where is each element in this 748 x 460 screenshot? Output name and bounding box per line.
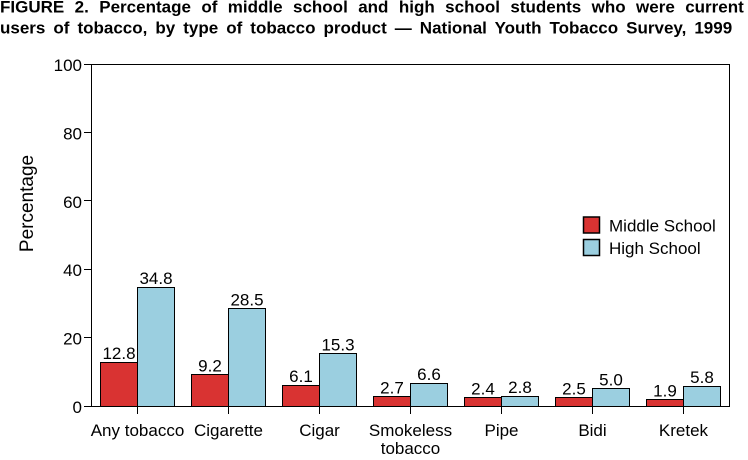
svg-text:20: 20 (63, 330, 82, 349)
svg-text:2.4: 2.4 (471, 380, 495, 399)
svg-text:Smokeless: Smokeless (369, 421, 452, 440)
svg-text:FIGURE 2. Percentage of middle: FIGURE 2. Percentage of middle school an… (0, 0, 744, 17)
svg-text:0: 0 (73, 398, 82, 417)
svg-text:High School: High School (609, 239, 701, 258)
svg-text:users of tobacco, by type of t: users of tobacco, by type of tobacco pro… (0, 19, 732, 38)
svg-text:60: 60 (63, 193, 82, 212)
svg-text:Cigarette: Cigarette (194, 421, 263, 440)
svg-text:Cigar: Cigar (299, 421, 340, 440)
svg-text:40: 40 (63, 261, 82, 280)
svg-text:1.9: 1.9 (653, 381, 677, 400)
svg-text:2.5: 2.5 (562, 379, 586, 398)
svg-text:Any tobacco: Any tobacco (91, 421, 185, 440)
svg-text:15.3: 15.3 (321, 336, 354, 355)
svg-text:80: 80 (63, 124, 82, 143)
svg-text:Bidi: Bidi (578, 421, 606, 440)
svg-text:tobacco: tobacco (381, 439, 441, 455)
svg-text:Kretek: Kretek (659, 421, 709, 440)
svg-text:Middle School: Middle School (609, 217, 716, 236)
svg-text:Percentage: Percentage (17, 155, 38, 252)
svg-text:28.5: 28.5 (230, 290, 263, 309)
svg-text:6.6: 6.6 (417, 365, 441, 384)
svg-text:12.8: 12.8 (102, 344, 135, 363)
svg-text:9.2: 9.2 (198, 356, 222, 375)
svg-text:100: 100 (54, 56, 82, 75)
svg-text:Pipe: Pipe (484, 421, 518, 440)
svg-text:2.8: 2.8 (508, 378, 532, 397)
svg-text:6.1: 6.1 (289, 367, 313, 386)
svg-text:34.8: 34.8 (139, 269, 172, 288)
svg-text:5.8: 5.8 (690, 368, 714, 387)
svg-text:5.0: 5.0 (599, 371, 623, 390)
svg-text:2.7: 2.7 (380, 379, 404, 398)
